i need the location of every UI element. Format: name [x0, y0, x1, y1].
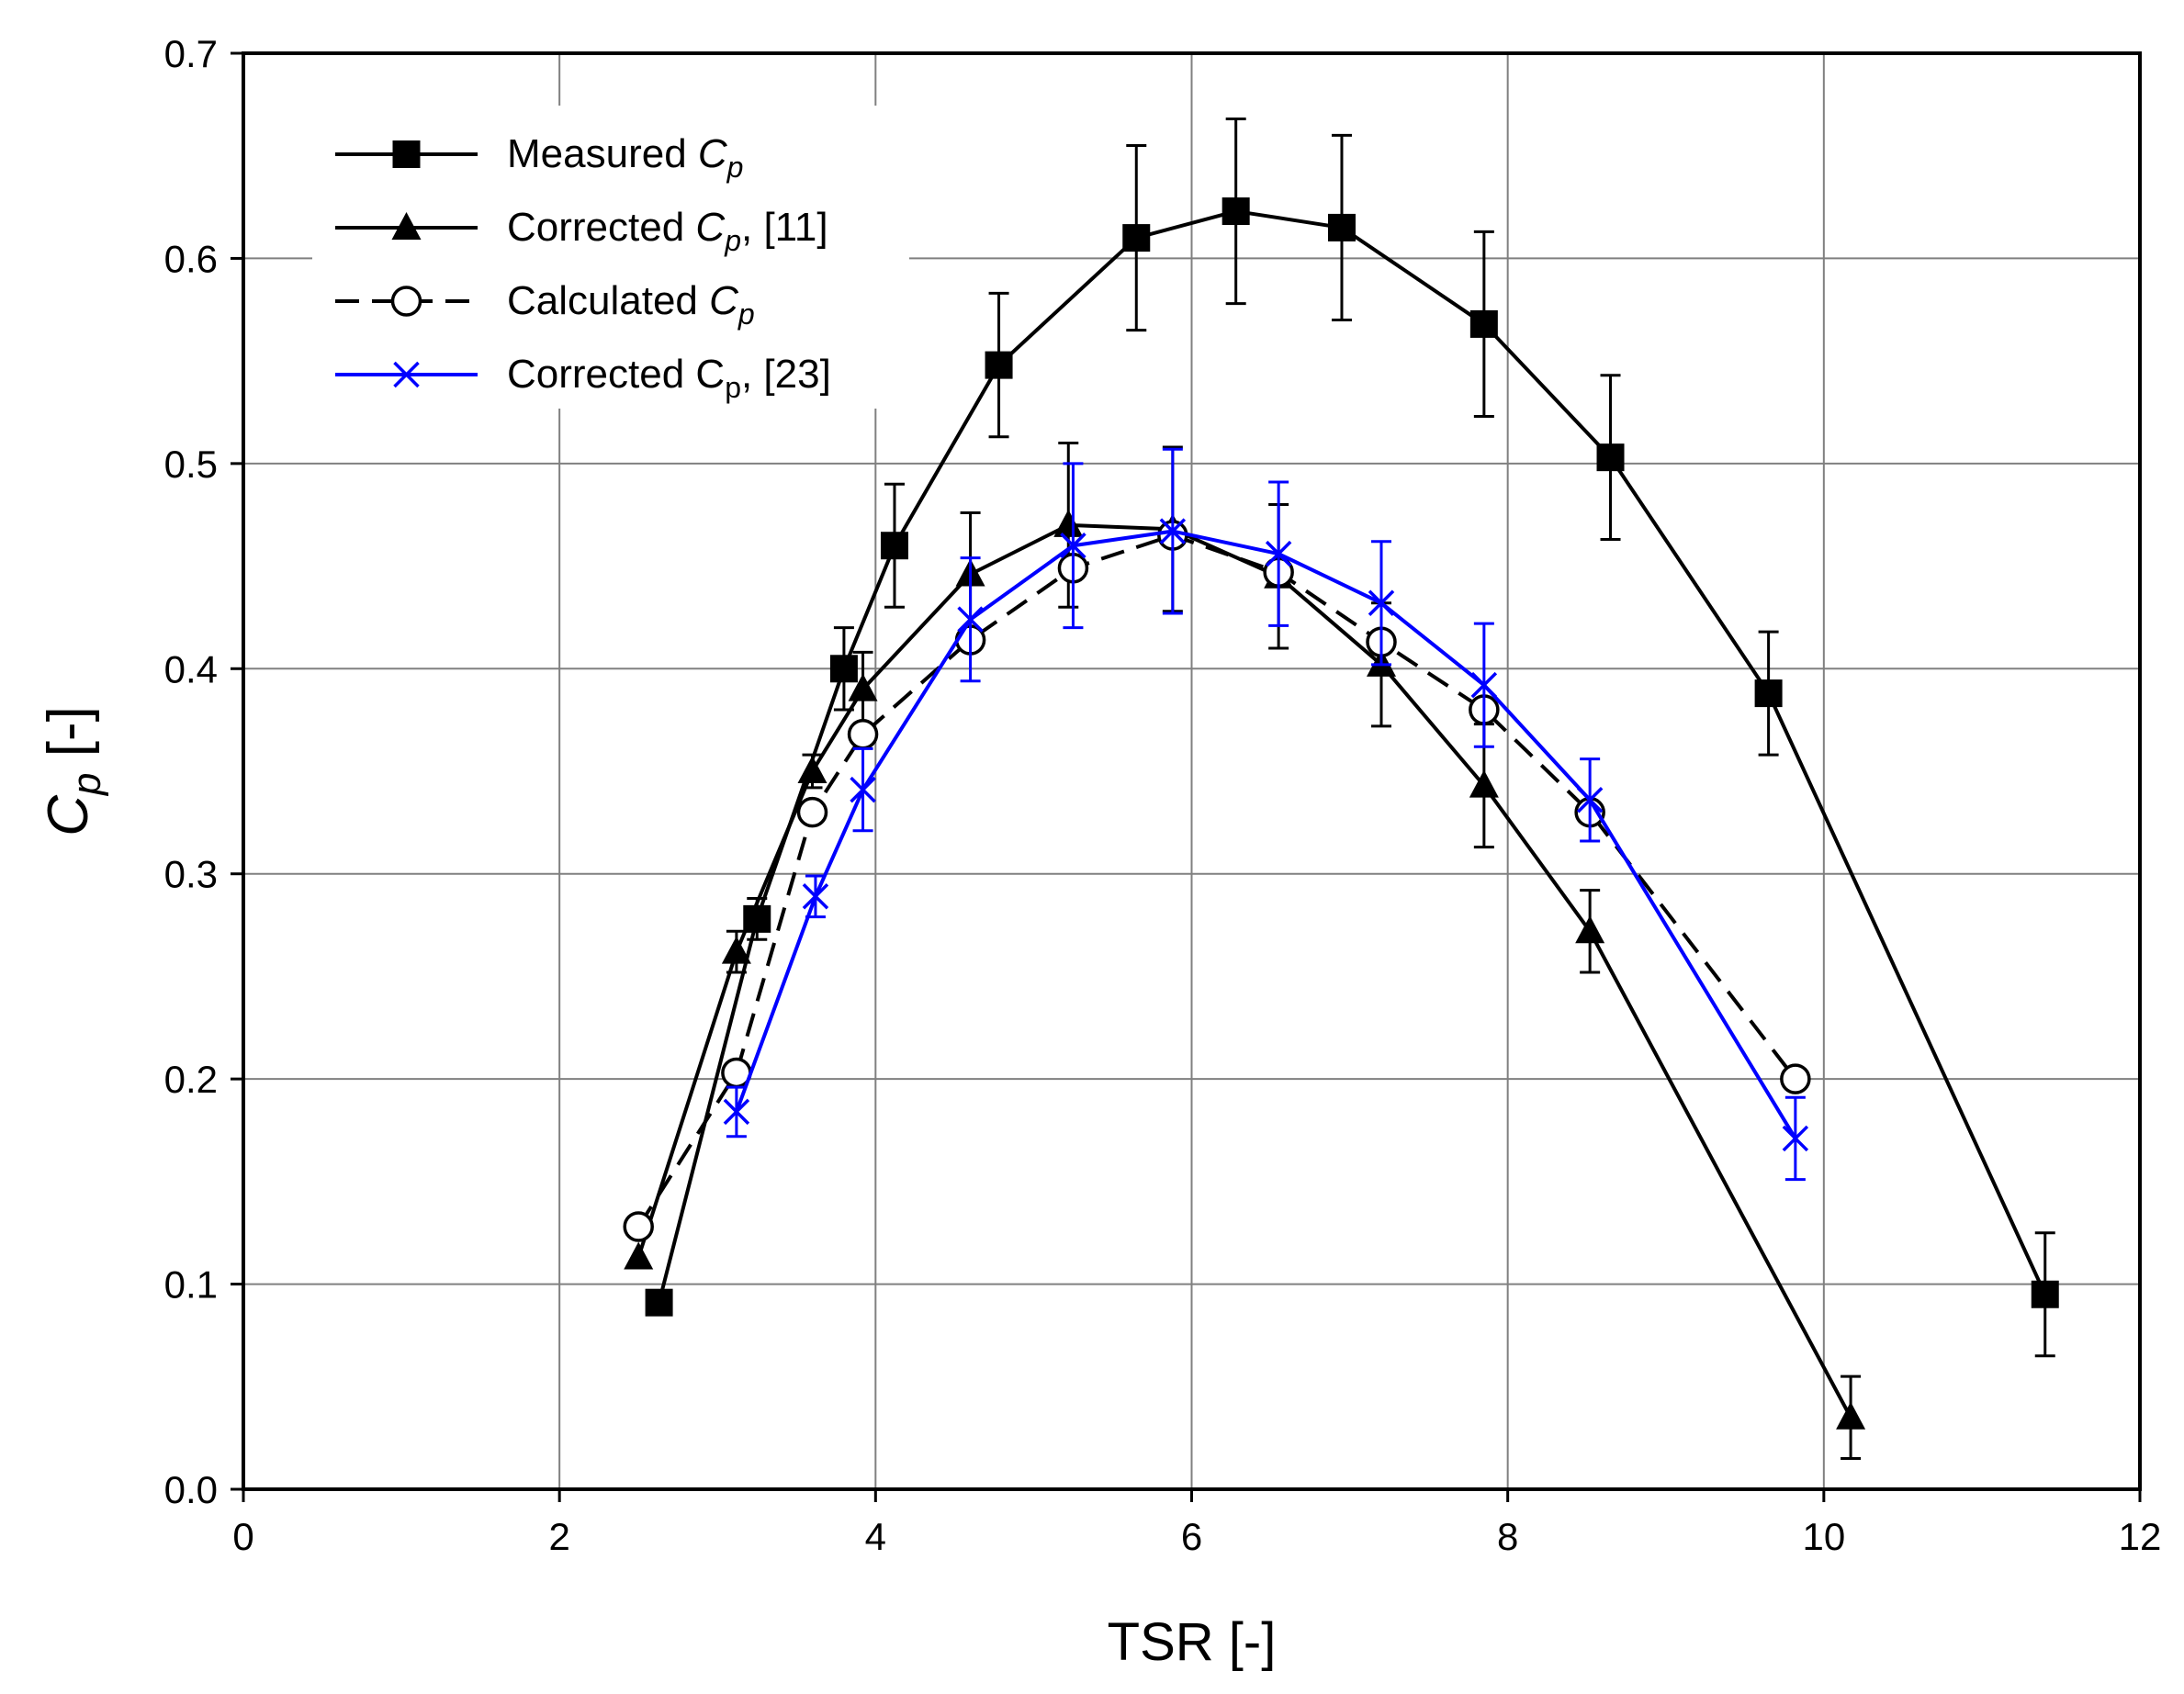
legend-label-subscript: p	[726, 151, 744, 184]
legend-label-subscript: p	[724, 224, 741, 257]
series-line	[636, 522, 1852, 1419]
legend-entry-0: Measured Cp	[335, 131, 743, 184]
data-point	[985, 351, 1013, 379]
data-point	[880, 532, 908, 560]
legend-label-text: Corrected	[507, 205, 695, 250]
data-point	[1221, 197, 1250, 226]
data-point	[802, 883, 829, 910]
legend-label: Corrected Cp, [23]	[507, 352, 831, 404]
data-point	[623, 1211, 654, 1242]
series-0	[645, 117, 2059, 1358]
data-point	[1159, 518, 1187, 544]
x-axis-title: TSR [-]	[1108, 1612, 1277, 1672]
x-tick-label: 6	[1181, 1515, 1202, 1558]
legend-label-symbol: C	[695, 205, 726, 250]
x-tick-label: 4	[865, 1515, 886, 1558]
series-line	[735, 529, 1797, 1139]
data-point	[848, 673, 878, 701]
series-2	[623, 520, 1811, 1242]
y-tick-label: 0.2	[164, 1058, 218, 1101]
legend-label-suffix: , [23]	[741, 352, 831, 397]
data-point	[1782, 1125, 1809, 1152]
y-tick-label: 0.5	[164, 443, 218, 486]
data-point	[2031, 1280, 2059, 1308]
legend-label-text: Measured	[507, 131, 698, 176]
y-tick-label: 0.0	[164, 1468, 218, 1511]
data-point	[1053, 509, 1084, 537]
data-point	[1122, 224, 1151, 252]
data-point	[1327, 213, 1356, 241]
legend-label-suffix: , [11]	[741, 205, 828, 250]
x-tick-label: 2	[548, 1515, 569, 1558]
legend-label-symbol: C	[698, 131, 728, 176]
data-point	[624, 1241, 654, 1270]
legend-marker	[390, 286, 422, 317]
plot-data	[623, 117, 2059, 1460]
series-line	[636, 533, 1797, 1228]
data-point	[850, 776, 876, 803]
y-tick-label: 0.4	[164, 647, 218, 690]
data-point	[1754, 679, 1783, 708]
axes: 0 2 4 6 8 10 12 0.0 0.1 0.2 0.3 0.4 0.5 0.6 0.7 TSR [-]…	[37, 32, 2161, 1672]
legend-label-subscript: p	[725, 371, 741, 404]
legend-entry-1: Corrected Cp, [11]	[335, 205, 828, 257]
legend-entry-3: Corrected Cp, [23]	[335, 352, 831, 404]
data-point	[1576, 787, 1604, 813]
legend-label: Corrected Cp, [11]	[507, 205, 828, 257]
legend-label-subscript: p	[737, 297, 755, 331]
legend-label: Measured Cp	[507, 131, 743, 184]
series-line	[657, 209, 2047, 1304]
data-point	[645, 1288, 673, 1317]
data-point	[1836, 1401, 1866, 1430]
legend-label-text: Corrected C	[507, 352, 725, 397]
legend-label-symbol: C	[709, 278, 739, 323]
y-axis-title-subscript: p	[64, 773, 109, 797]
x-tick-label: 10	[1802, 1515, 1845, 1558]
legend-label-text: Calculated	[507, 278, 709, 323]
y-tick-label: 0.3	[164, 853, 218, 896]
series-1	[624, 442, 1866, 1460]
legend-label: Calculated Cp	[507, 278, 755, 331]
x-tick-label: 12	[2119, 1515, 2162, 1558]
y-axis-title-unit: [-]	[37, 706, 100, 772]
y-tick-label: 0.7	[164, 32, 218, 75]
data-point	[1575, 915, 1605, 944]
x-tick-label: 8	[1497, 1515, 1518, 1558]
legend-marker	[392, 140, 421, 168]
data-point	[1469, 309, 1498, 338]
data-point	[723, 1098, 750, 1126]
data-point	[1469, 769, 1499, 798]
data-point	[1060, 532, 1086, 559]
data-point	[1265, 540, 1292, 567]
data-point	[957, 606, 984, 633]
data-point	[847, 719, 879, 750]
x-tick-label: 0	[232, 1515, 253, 1558]
data-point	[829, 655, 858, 683]
data-point	[1470, 671, 1498, 699]
data-point	[1780, 1063, 1811, 1094]
data-point	[797, 756, 827, 783]
data-point	[721, 936, 751, 964]
legend-entry-2: Calculated Cp	[335, 278, 755, 331]
data-point	[796, 796, 828, 828]
y-tick-label: 0.1	[164, 1263, 218, 1307]
y-axis-title-symbol: C	[37, 794, 100, 836]
data-point	[1596, 443, 1625, 472]
legend-marker	[393, 361, 420, 388]
legend-marker	[391, 212, 422, 240]
series-3	[723, 447, 1809, 1182]
y-tick-label: 0.6	[164, 237, 218, 280]
y-axis-title: Cp [-]	[37, 706, 109, 836]
data-point	[1368, 589, 1395, 617]
